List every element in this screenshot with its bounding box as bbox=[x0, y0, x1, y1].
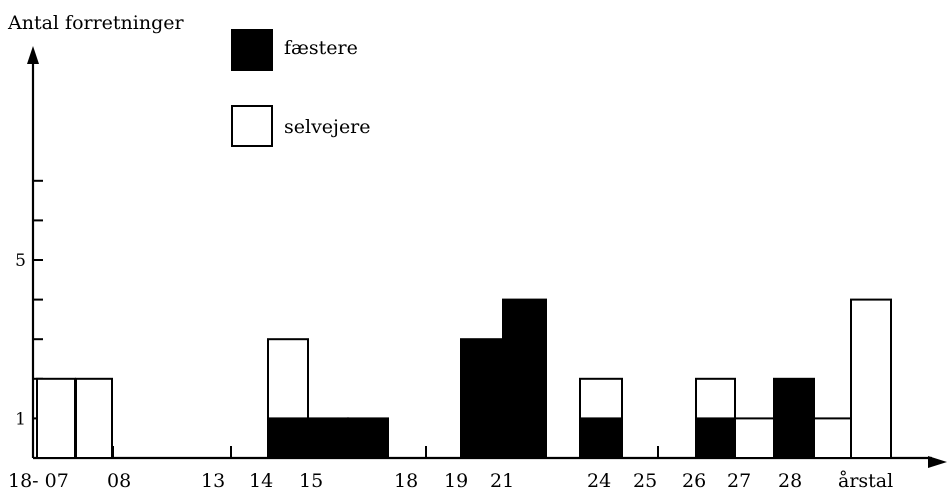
bar-selvejere bbox=[36, 377, 76, 459]
bar-faestere bbox=[307, 417, 349, 459]
x-tick-label: 19 bbox=[444, 470, 468, 492]
x-tick-label: 28 bbox=[778, 470, 802, 492]
legend-label: fæstere bbox=[284, 37, 358, 59]
legend: fæstere selvejere bbox=[231, 29, 371, 147]
y-axis-arrow bbox=[27, 46, 39, 64]
x-tick-label: 25 bbox=[633, 470, 657, 492]
x-tick-label: 18 bbox=[394, 470, 418, 492]
x-tick-label: 21 bbox=[490, 470, 514, 492]
x-tick-label: 15 bbox=[299, 470, 323, 492]
y-tick-label: 1 bbox=[15, 409, 26, 429]
x-tick-label: 27 bbox=[727, 470, 751, 492]
legend-swatch bbox=[231, 105, 273, 147]
bars bbox=[36, 298, 892, 460]
x-axis-end-label: årstal bbox=[838, 470, 893, 492]
bar-faestere bbox=[579, 417, 623, 459]
x-tick-label: 18- 07 bbox=[8, 470, 69, 492]
bar-faestere bbox=[773, 377, 815, 459]
x-tick-label: 08 bbox=[107, 470, 131, 492]
bar-selvejere bbox=[850, 298, 892, 459]
legend-swatch bbox=[231, 29, 273, 71]
x-tick-label: 26 bbox=[682, 470, 706, 492]
y-axis-title: Antal forretninger bbox=[7, 12, 185, 34]
x-tick-label: 13 bbox=[201, 470, 225, 492]
bar-faestere bbox=[267, 417, 309, 459]
bar-selvejere bbox=[579, 377, 623, 420]
x-axis-arrow bbox=[928, 456, 947, 468]
bar-faestere bbox=[347, 417, 389, 459]
bar-selvejere bbox=[695, 377, 736, 420]
bar-faestere bbox=[502, 298, 547, 459]
x-tick-label: 24 bbox=[587, 470, 611, 492]
bar-faestere bbox=[460, 338, 504, 460]
y-tick-label: 5 bbox=[15, 251, 26, 271]
bar-selvejere bbox=[267, 338, 309, 420]
bar-faestere bbox=[695, 417, 736, 459]
x-ticks: 18- 07 08 13 14 15 18 19 21 24 25 26 27 28 bbox=[8, 446, 814, 492]
bar-selvejere bbox=[75, 377, 113, 459]
legend-label: selvejere bbox=[284, 116, 371, 138]
bar-selvejere bbox=[734, 417, 775, 459]
bar-selvejere bbox=[813, 417, 852, 459]
x-tick-label: 14 bbox=[249, 470, 273, 492]
